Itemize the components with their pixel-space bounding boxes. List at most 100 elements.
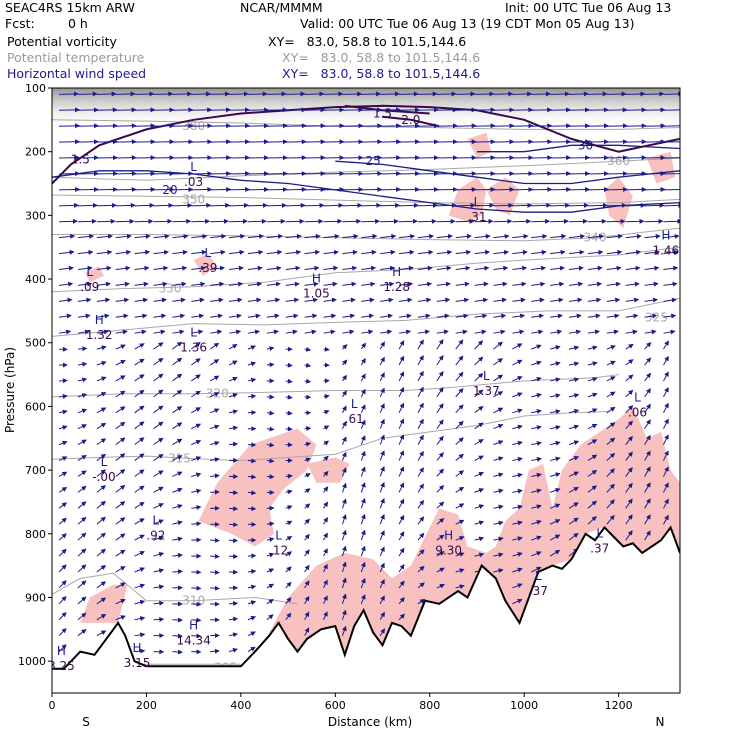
wind-vector — [361, 281, 376, 287]
wind-vector — [474, 422, 484, 430]
wind-vector — [417, 549, 425, 557]
wind-vector — [379, 403, 385, 413]
wind-vector — [568, 471, 580, 477]
wind-vector — [191, 107, 213, 113]
wind-vector — [229, 265, 244, 271]
wind-vector — [210, 91, 230, 97]
wind-vector — [58, 471, 68, 477]
wind-vector — [210, 202, 231, 208]
wind-vector — [304, 265, 320, 271]
wind-vector — [399, 186, 421, 192]
extremum-letter: H — [95, 313, 104, 327]
extremum-letter: H — [312, 272, 321, 286]
wind-vector — [59, 218, 78, 224]
wind-vector — [58, 502, 68, 509]
wind-vector — [153, 519, 164, 525]
wind-vector — [644, 388, 651, 398]
wind-vector — [379, 497, 385, 509]
wind-vector — [417, 598, 426, 605]
wind-vector — [285, 378, 293, 384]
wind-vector — [266, 281, 281, 287]
wind-vector — [342, 281, 357, 287]
theta-contour — [52, 297, 680, 337]
wind-vector — [644, 341, 652, 350]
wind-vector — [474, 455, 484, 461]
wind-vector — [606, 91, 627, 97]
wind-vector — [531, 329, 544, 335]
wind-vector — [323, 107, 345, 113]
wind-vector — [379, 546, 385, 557]
wind-vector — [96, 548, 106, 557]
fcst-value: 0 h — [68, 16, 88, 31]
wind-vector — [360, 545, 366, 557]
wind-vector — [361, 91, 382, 97]
wind-vector — [587, 233, 605, 239]
wind-vector — [436, 468, 444, 477]
wind-vector — [96, 438, 107, 446]
wind-vector — [153, 568, 165, 574]
wind-vector — [644, 107, 666, 113]
wind-vector — [455, 265, 471, 271]
wind-vector — [474, 471, 485, 477]
wind-vector — [285, 91, 306, 97]
wind-vector — [209, 392, 220, 398]
wind-vector — [191, 505, 202, 510]
wind-vector — [398, 450, 405, 461]
wind-vector — [417, 313, 431, 319]
wind-vector — [153, 186, 175, 192]
wind-vector — [153, 535, 165, 541]
wind-vector — [210, 424, 220, 430]
wind-vector — [229, 91, 249, 97]
wind-vector — [587, 500, 597, 509]
wind-vector — [455, 519, 465, 525]
wind-vector — [569, 218, 588, 224]
wind-vector — [493, 107, 515, 113]
wind-vector — [512, 233, 529, 239]
wind-vector — [191, 329, 204, 335]
wind-vector — [77, 612, 87, 621]
wind-vector — [625, 265, 641, 271]
wind-vector — [663, 218, 680, 224]
ground-mask — [52, 527, 680, 693]
wind-vector — [417, 582, 425, 589]
pv-shaded-region — [255, 406, 680, 665]
wind-vector — [455, 297, 470, 303]
wind-vector — [606, 107, 628, 113]
wind-vector — [304, 564, 310, 573]
wind-vector — [229, 233, 246, 239]
wind-vector — [247, 600, 257, 606]
wind-vector — [172, 218, 192, 224]
wind-vector — [96, 329, 109, 335]
theta-contour — [52, 246, 680, 293]
extremum-letter: L — [634, 391, 641, 405]
wind-vector — [134, 91, 155, 97]
wind-vector — [191, 202, 212, 208]
wind-vector — [587, 516, 597, 525]
wind-vector — [379, 418, 385, 429]
wind-vector — [304, 346, 312, 352]
wind-vector — [342, 186, 364, 192]
wind-vector — [228, 376, 238, 382]
wind-vector — [96, 186, 118, 192]
wind-vector — [304, 441, 312, 447]
wind-vector — [625, 359, 634, 366]
wind-vector — [342, 249, 358, 255]
wind-vector — [153, 421, 164, 430]
wind-vector — [493, 202, 514, 208]
wind-vector — [172, 406, 183, 414]
wind-vector — [247, 646, 256, 653]
wind-vector — [266, 329, 279, 335]
wind-vector — [304, 488, 311, 494]
wind-vector — [360, 373, 366, 382]
wind-vector — [247, 506, 257, 512]
wind-vector — [568, 361, 580, 367]
wind-vector — [512, 186, 534, 192]
wind-vector — [512, 520, 523, 526]
wind-vector — [663, 466, 669, 477]
wind-vector — [455, 339, 464, 350]
wind-vector — [77, 313, 91, 319]
wind-vector — [96, 407, 107, 414]
wind-vector — [399, 91, 419, 97]
wind-vector — [455, 313, 469, 319]
wind-vector — [228, 297, 243, 303]
